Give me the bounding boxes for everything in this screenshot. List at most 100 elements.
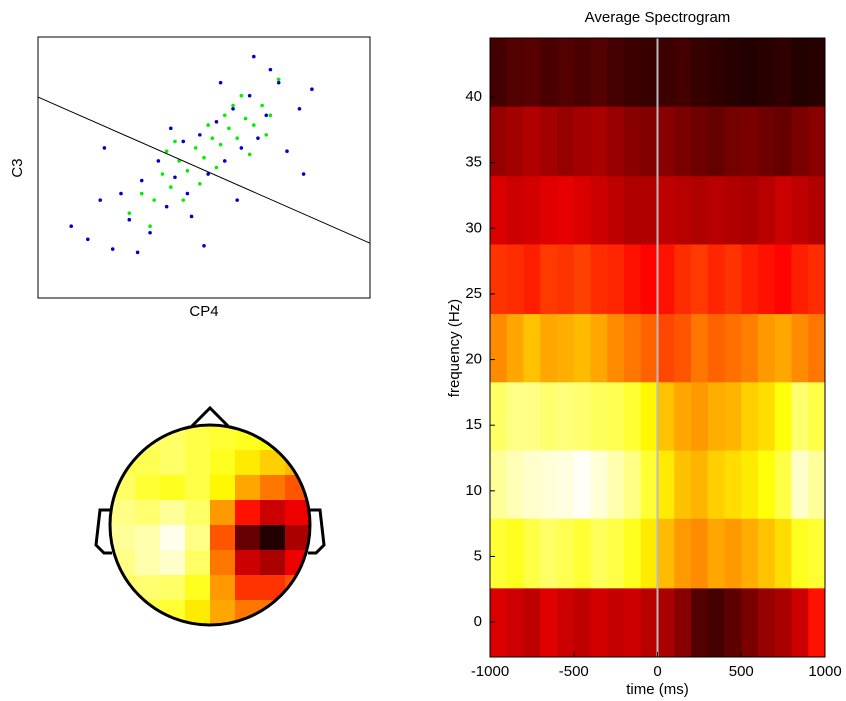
heatmap-cell [758, 450, 776, 519]
scatter-point [156, 159, 161, 163]
scatter-point [202, 155, 206, 160]
heatmap-cell [540, 244, 558, 315]
topo-cell [210, 550, 236, 576]
scatter-point [164, 149, 169, 153]
heatmap-cell [523, 38, 541, 107]
heatmap-cell [624, 38, 642, 107]
heatmap-cell [707, 587, 725, 658]
topo-cell [260, 500, 286, 526]
heatmap-cell [590, 244, 608, 315]
scatter-point [102, 146, 107, 150]
heatmap-cell [540, 313, 558, 383]
heatmap-cell [808, 587, 826, 658]
x-tick-label: -1000 [471, 663, 509, 680]
heatmap-cell [774, 106, 792, 177]
y-tick-label: 10 [465, 482, 482, 499]
topo-cell [285, 425, 310, 451]
heatmap-cell [573, 450, 591, 519]
heatmap-cell [624, 587, 642, 658]
heatmap-cell [490, 38, 508, 107]
topo-cell [285, 500, 310, 526]
heatmap-cell [490, 175, 508, 245]
heatmap-cell [607, 38, 625, 107]
heatmap-cell [624, 450, 642, 519]
scatter-point [198, 182, 202, 186]
topo-cell [185, 575, 211, 601]
topo-cell [135, 475, 161, 501]
heatmap-cell [540, 106, 558, 177]
y-tick-label: 0 [474, 613, 482, 630]
heatmap-cell [506, 38, 524, 107]
heatmap-cell [490, 313, 508, 383]
heatmap-cell [523, 106, 541, 177]
scatter-point [214, 165, 219, 170]
scatter-point [135, 250, 140, 255]
heatmap-cell [707, 313, 725, 383]
scatter-point [148, 230, 152, 235]
heatmap-cell [557, 244, 575, 315]
heatmap-cell [557, 587, 575, 658]
topo-cell [135, 500, 161, 526]
heatmap-cell [573, 313, 591, 383]
heatmap-cell [741, 518, 759, 589]
heatmap-cell [741, 38, 759, 107]
topo-cell [260, 550, 286, 576]
y-tick-label: 35 [465, 154, 482, 171]
topo-cell [110, 500, 136, 526]
scatter-point [173, 175, 177, 180]
topo-cell [210, 525, 236, 551]
scatter-point [185, 191, 190, 196]
heatmap-cell [523, 587, 541, 658]
topo-cell [235, 575, 261, 601]
heatmap-cell [691, 106, 709, 177]
heatmap-cell [707, 244, 725, 315]
heatmap-cell [657, 244, 675, 315]
heatmap-cell [758, 587, 776, 658]
heatmap-cell [691, 587, 709, 658]
topo-cell [160, 550, 186, 576]
heatmap-cell [607, 106, 625, 177]
heatmap-cell [774, 450, 792, 519]
heatmap-cell [573, 381, 591, 451]
scatter-point [247, 93, 252, 98]
heatmap-cell [707, 106, 725, 177]
heatmap-cell [640, 175, 658, 245]
chart-title: Average Spectrogram [585, 9, 731, 26]
scatter-point [202, 244, 206, 248]
heatmap-cell [607, 518, 625, 589]
heatmap-cell [674, 313, 692, 383]
heatmap-cell [607, 587, 625, 658]
x-axis-label: CP4 [189, 303, 218, 320]
topo-cell [110, 425, 136, 451]
topo-cell [260, 525, 286, 551]
heatmap-cell [506, 313, 524, 383]
y-axis-label: frequency (Hz) [446, 299, 463, 397]
scatter-point [264, 133, 269, 137]
heatmap-cell [557, 450, 575, 519]
heatmap-cell [657, 518, 675, 589]
x-axis-label: time (ms) [626, 681, 689, 698]
heatmap-cell [590, 587, 608, 658]
heatmap-cell [724, 106, 742, 177]
heatmap-cell [691, 175, 709, 245]
topo-cell [210, 425, 236, 451]
heatmap-cell [540, 450, 558, 519]
topo-cell [210, 500, 236, 526]
scatter-point [260, 103, 264, 108]
heatmap-cell [607, 450, 625, 519]
x-tick-label: 1000 [808, 663, 841, 680]
heatmap-cell [741, 106, 759, 177]
scatter-point [247, 152, 252, 157]
scatter-point [256, 136, 260, 140]
heatmap-cell [758, 175, 776, 245]
heatmap-cell [724, 381, 742, 451]
heatmap-cell [791, 381, 809, 451]
topo-cell [235, 550, 261, 576]
heatmap-cell [624, 244, 642, 315]
heatmap-cell [490, 450, 508, 519]
heatmap-cell [791, 587, 809, 658]
heatmap-cell [774, 518, 792, 589]
heatmap-cell [506, 381, 524, 451]
scatter-point [243, 116, 248, 121]
